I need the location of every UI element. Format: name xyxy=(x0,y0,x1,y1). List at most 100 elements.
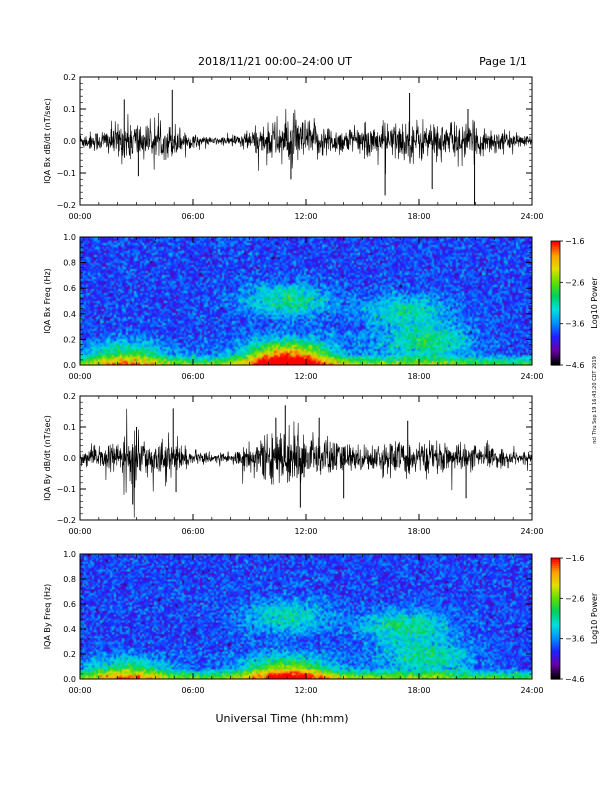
colorbar-segment xyxy=(551,656,560,660)
colorbar-segment xyxy=(551,276,560,279)
colorbar-segment xyxy=(551,604,560,607)
x-tick-label: 24:00 xyxy=(520,372,543,381)
colorbar-segment xyxy=(551,362,560,366)
colorbar-segment xyxy=(551,358,560,362)
x-tick-label: 06:00 xyxy=(181,527,204,536)
y-tick-label: 0.6 xyxy=(63,600,76,609)
colorbar-segment xyxy=(551,307,560,310)
y-tick-label: 0.0 xyxy=(63,137,76,146)
colorbar-segment xyxy=(551,670,560,674)
colorbar-segment xyxy=(551,241,560,244)
colorbar-segment xyxy=(551,249,560,252)
colorbar-segment xyxy=(551,676,560,680)
colorbar-segment xyxy=(551,662,560,666)
colorbar-segment xyxy=(551,574,560,577)
y-tick-label: 0.2 xyxy=(63,73,76,82)
colorbar-segment xyxy=(551,594,560,597)
x-tick-label: 18:00 xyxy=(407,527,430,536)
x-tick-label: 00:00 xyxy=(68,212,91,221)
y-tick-label: −0.1 xyxy=(57,169,76,178)
colorbar-tick-label: −1.6 xyxy=(565,237,584,246)
colorbar-segment xyxy=(551,568,560,571)
x-tick-label: 24:00 xyxy=(520,686,543,695)
colorbar-segment xyxy=(551,584,560,587)
colorbar-segment xyxy=(551,560,560,563)
colorbar-segment xyxy=(551,274,560,277)
colorbar-segment xyxy=(551,317,560,321)
y-tick-label: 0.1 xyxy=(63,423,76,432)
colorbar-segment xyxy=(551,352,560,356)
colorbar-tick-label: −1.6 xyxy=(565,554,584,563)
colorbar-segment xyxy=(551,282,560,285)
y-tick-label: −0.2 xyxy=(57,516,76,525)
colorbar-segment xyxy=(551,296,560,300)
y-axis-label: IQA Bx Freq (Hz) xyxy=(43,268,52,334)
colorbar-segment xyxy=(551,638,560,642)
colorbar-segment xyxy=(551,294,560,298)
colorbar-segment xyxy=(551,666,560,670)
colorbar-segment xyxy=(551,263,560,267)
colorbar-segment xyxy=(551,298,560,302)
colorbar-segment xyxy=(551,590,560,593)
colorbar-segment xyxy=(551,608,560,612)
colorbar-segment xyxy=(551,664,560,668)
colorbar-segment xyxy=(551,259,560,263)
colorbar-segment xyxy=(551,600,560,603)
colorbar-segment xyxy=(551,640,560,644)
x-tick-label: 24:00 xyxy=(520,212,543,221)
y-tick-label: 0.8 xyxy=(63,575,76,584)
colorbar-segment xyxy=(551,315,560,319)
colorbar-segment xyxy=(551,321,560,325)
colorbar-segment xyxy=(551,292,560,296)
colorbar-frame xyxy=(550,240,561,366)
y-tick-label: 0.8 xyxy=(63,259,76,268)
colorbar-segment xyxy=(551,606,560,610)
by-spectrogram-panel: 00:00 06:00 12:00 18:00 24:00 0.0 0.2 0.4 0.6 0.8… xyxy=(43,550,599,695)
colorbar-segment xyxy=(551,342,560,345)
colorbar-segment xyxy=(551,598,560,601)
colorbar-segment xyxy=(551,674,560,678)
colorbar-segment xyxy=(551,354,560,358)
x-tick-label: 12:00 xyxy=(294,527,317,536)
colorbar-segment xyxy=(551,562,560,565)
colorbar-segment xyxy=(551,642,560,646)
colorbar-segment xyxy=(551,614,560,618)
colorbar-segment xyxy=(551,628,560,632)
colorbar-segment xyxy=(551,327,560,331)
colorbar-segment xyxy=(551,257,560,261)
y-tick-label: 0.2 xyxy=(63,392,76,401)
colorbar-segment xyxy=(551,253,560,257)
colorbar-segment xyxy=(551,648,560,652)
x-axis-title: Universal Time (hh:mm) xyxy=(216,712,349,725)
colorbar-segment xyxy=(551,612,560,616)
colorbar-segment xyxy=(551,630,560,634)
colorbar-segment xyxy=(551,344,560,347)
x-tick-label: 00:00 xyxy=(68,686,91,695)
plot-timestamp-note: ncl Thu Sep 19 16:43:20 CDT 2019 xyxy=(592,356,598,444)
colorbar-segment xyxy=(551,570,560,573)
colorbar-segment xyxy=(551,323,560,327)
colorbar-segment xyxy=(551,658,560,662)
x-tick-label: 18:00 xyxy=(407,686,430,695)
x-tick-label: 06:00 xyxy=(181,686,204,695)
colorbar-segment xyxy=(551,255,560,259)
y-tick-label: 1.0 xyxy=(63,233,76,242)
spectrogram-image xyxy=(80,554,532,679)
colorbar-segment xyxy=(551,650,560,654)
y-tick-label: 0.1 xyxy=(63,105,76,114)
colorbar-segment xyxy=(551,654,560,658)
y-tick-label: 0.0 xyxy=(63,675,76,684)
dbdt-trace xyxy=(80,108,532,174)
colorbar-segment xyxy=(551,636,560,640)
colorbar-segment xyxy=(551,288,560,292)
colorbar-segment xyxy=(551,348,560,352)
colorbar-segment xyxy=(551,284,560,288)
colorbar-segment xyxy=(551,334,560,337)
colorbar-label: Log10 Power xyxy=(590,277,599,329)
colorbar-segment xyxy=(551,572,560,575)
colorbar-segment xyxy=(551,261,560,265)
colorbar-segment xyxy=(551,336,560,339)
colorbar-segment xyxy=(551,280,560,283)
colorbar-segment xyxy=(551,564,560,567)
